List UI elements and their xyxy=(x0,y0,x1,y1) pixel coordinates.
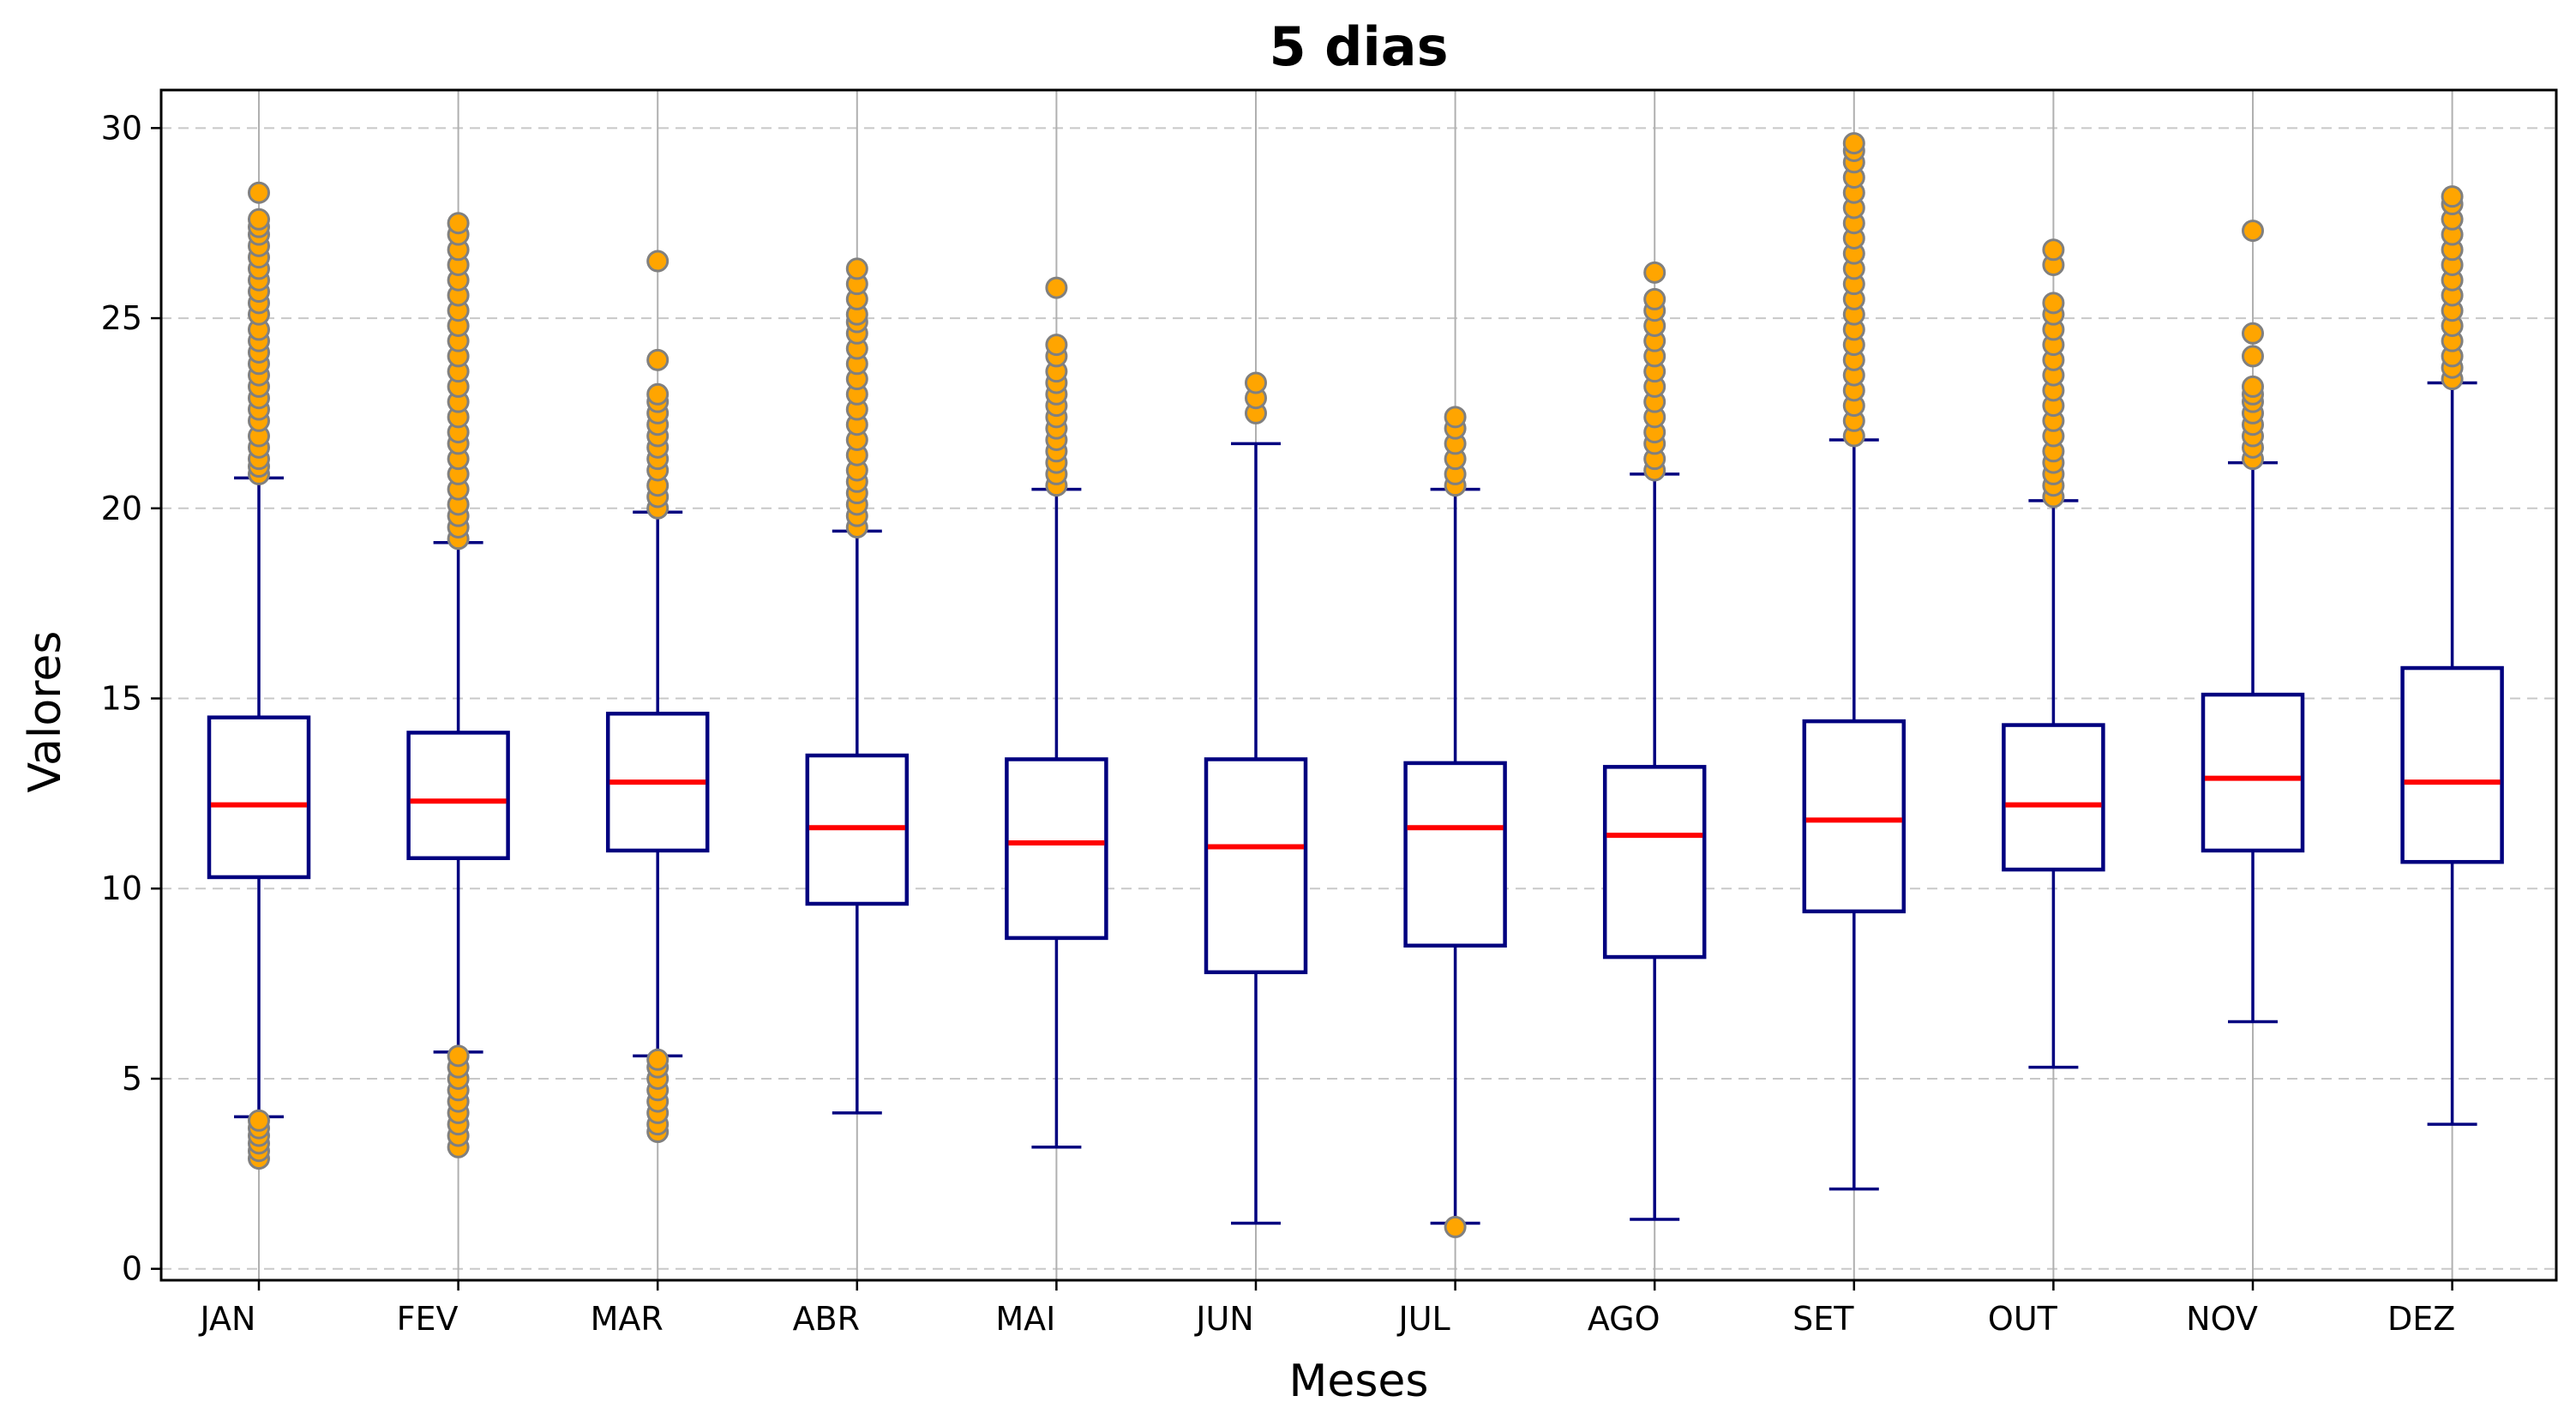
outlier-point xyxy=(2242,220,2264,243)
boxes-layer xyxy=(207,132,2504,1238)
x-axis-label: Meses xyxy=(1288,1356,1428,1407)
outlier-point xyxy=(2242,345,2264,368)
outlier-point xyxy=(2042,292,2065,315)
iqr-box xyxy=(207,715,311,880)
x-tick-label-jun: JUN xyxy=(1194,1300,1253,1338)
box-ago xyxy=(1602,261,1707,1221)
iqr-box xyxy=(1005,757,1108,941)
box-out xyxy=(2002,238,2105,1069)
plot-frame xyxy=(159,88,2558,1282)
y-tick-label: 15 xyxy=(101,680,142,718)
outlier-point xyxy=(1643,261,1666,284)
outlier-point xyxy=(2242,375,2264,398)
outlier-point xyxy=(646,382,670,406)
box-fev xyxy=(406,212,510,1158)
x-tick-label-mar: MAR xyxy=(591,1300,664,1338)
outlier-point xyxy=(2242,322,2264,345)
box-jan xyxy=(207,181,311,1170)
box-mar xyxy=(605,250,710,1144)
iqr-box xyxy=(1204,757,1308,975)
iqr-box xyxy=(1403,761,1507,948)
iqr-box xyxy=(2400,665,2504,864)
box-mai xyxy=(1005,276,1108,1149)
x-tick-label-abr: ABR xyxy=(793,1300,860,1338)
box-jul xyxy=(1403,406,1507,1238)
outlier-point xyxy=(2042,238,2065,262)
x-tick-label-mai: MAI xyxy=(995,1300,1055,1338)
box-abr xyxy=(805,257,910,1115)
iqr-box xyxy=(1602,765,1707,960)
outlier-point xyxy=(1444,1215,1467,1238)
box-jun xyxy=(1204,371,1308,1225)
box-set xyxy=(1802,132,1906,1191)
outlier-point xyxy=(248,208,270,231)
iqr-box xyxy=(2002,723,2105,872)
outlier-point xyxy=(1045,276,1068,299)
x-tick-label-out: OUT xyxy=(1988,1300,2058,1338)
y-tick-label: 0 xyxy=(122,1250,142,1288)
outlier-point xyxy=(2441,185,2464,208)
outlier-point xyxy=(845,257,868,280)
outlier-point xyxy=(1643,287,1666,310)
outlier-point xyxy=(646,348,670,371)
outlier-point xyxy=(646,250,670,273)
outlier-point xyxy=(1045,334,1068,357)
x-tick-label-ago: AGO xyxy=(1588,1300,1660,1338)
x-tick-label-nov: NOV xyxy=(2186,1300,2258,1338)
outlier-point xyxy=(646,1048,670,1071)
iqr-box xyxy=(1802,719,1906,914)
y-tick-label: 5 xyxy=(122,1060,142,1098)
outlier-point xyxy=(248,181,270,204)
x-tick-label-set: SET xyxy=(1792,1300,1854,1338)
iqr-box xyxy=(2201,692,2305,853)
x-tick-label-jul: JUL xyxy=(1396,1300,1450,1338)
box-nov xyxy=(2201,220,2305,1024)
y-tick-label: 10 xyxy=(101,869,142,907)
y-tick-label: 25 xyxy=(101,299,142,337)
x-tick-label-jan: JAN xyxy=(199,1300,256,1338)
y-axis-label: Valores xyxy=(20,631,71,793)
x-tick-label-fev: FEV xyxy=(397,1300,459,1338)
ticks-layer: 0 5 10 15 20 25 30 JAN FEV MAR ABR MAI JUN JUL AGO SET O… xyxy=(101,109,2456,1338)
outlier-point xyxy=(1842,132,1865,155)
grid-layer xyxy=(161,90,2556,1280)
y-tick-label: 20 xyxy=(101,490,142,527)
outlier-point xyxy=(447,212,470,235)
x-tick-label-dez: DEZ xyxy=(2387,1300,2455,1338)
outlier-point xyxy=(1245,371,1267,394)
y-tick-label: 30 xyxy=(101,109,142,147)
chart-title: 5 dias xyxy=(1269,15,1448,78)
iqr-box xyxy=(406,731,510,861)
outlier-point xyxy=(447,1044,470,1068)
box-dez xyxy=(2400,185,2504,1126)
outlier-point xyxy=(248,1109,270,1132)
outlier-point xyxy=(1444,406,1467,429)
